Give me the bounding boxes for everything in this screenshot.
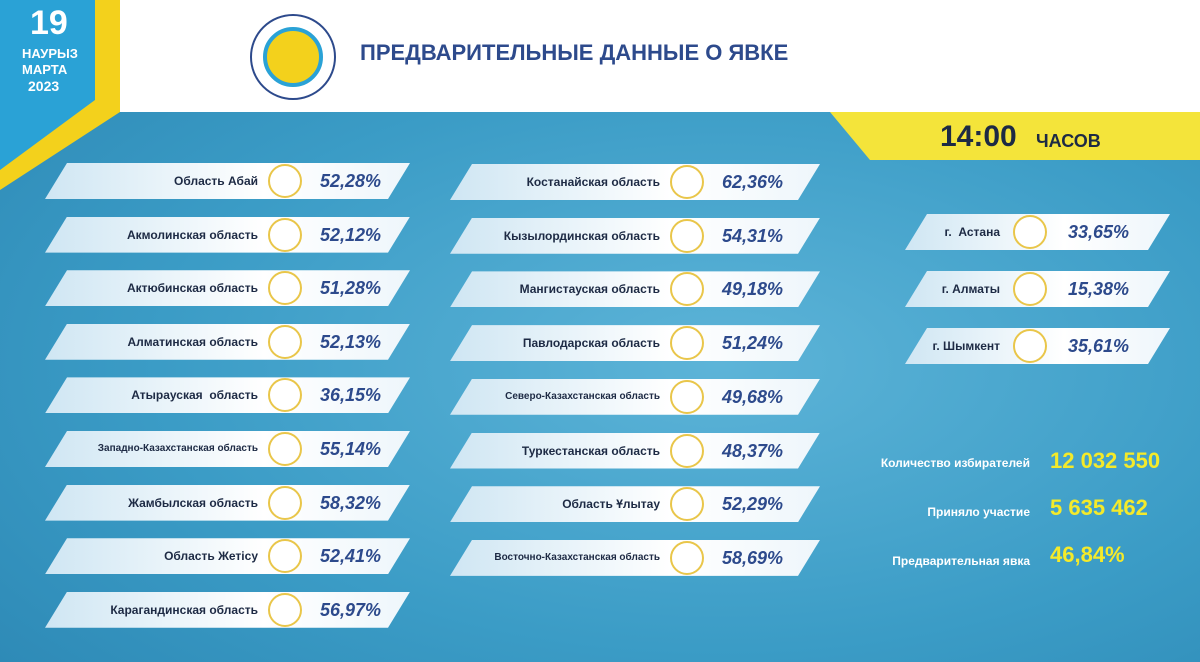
- region-name: г. Алматы: [941, 282, 1000, 296]
- title: ПРЕДВАРИТЕЛЬНЫЕ ДАННЫЕ О ЯВКЕ: [360, 40, 789, 65]
- region-name: Туркестанская область: [521, 443, 660, 458]
- total-value: 46,84%: [1050, 542, 1125, 567]
- emblem: [250, 14, 336, 100]
- region-name: Атырауская область: [131, 388, 258, 403]
- region-value: 36,15%: [320, 385, 382, 406]
- region-bar: [450, 218, 820, 254]
- region-value: 35,61%: [1068, 336, 1130, 356]
- region-logo: [670, 379, 704, 414]
- region-logo: [268, 485, 302, 520]
- region-name: Область Абай: [174, 174, 258, 188]
- region-name: Область Жетісу: [164, 549, 258, 564]
- region-value: 49,18%: [722, 279, 784, 300]
- region-value: 62,36%: [722, 172, 784, 192]
- region-name: Алматинская область: [127, 334, 258, 349]
- region-value: 58,69%: [722, 547, 784, 568]
- region-value: 52,28%: [320, 171, 382, 191]
- region-logo: [670, 272, 704, 307]
- date-word: МАРТА: [22, 62, 68, 77]
- region-value: 58,32%: [320, 492, 382, 513]
- region-value: 15,38%: [1068, 279, 1130, 299]
- region-bar: [45, 485, 410, 521]
- region-value: 54,31%: [722, 225, 784, 246]
- region-name: Карагандинская область: [110, 602, 258, 617]
- region-logo: [268, 539, 302, 574]
- region-bar: [45, 377, 410, 413]
- date-year: 2023: [28, 78, 60, 94]
- region-value: 52,12%: [320, 224, 382, 245]
- region-logo: [1013, 215, 1047, 249]
- region-logo: [670, 326, 704, 361]
- region-name: Костанайская область: [526, 175, 660, 189]
- region-value: 52,13%: [320, 331, 382, 352]
- region-value: 48,37%: [722, 440, 784, 461]
- region-logo: [670, 433, 704, 468]
- region-bar: [45, 163, 410, 199]
- region-logo: [268, 324, 302, 359]
- region-name: Актюбинская область: [126, 281, 258, 296]
- region-logo: [670, 165, 704, 199]
- region-value: 51,24%: [722, 333, 784, 354]
- total-value: 5 635 462: [1050, 495, 1148, 520]
- region-name: Кызылординская область: [503, 228, 660, 243]
- total-value: 12 032 550: [1050, 448, 1161, 473]
- corner-decor: [0, 0, 120, 190]
- region-value: 33,65%: [1068, 222, 1130, 242]
- region-logo: [268, 592, 302, 627]
- region-bar: [45, 270, 410, 306]
- region-name: Восточно-Казахстанская область: [494, 551, 660, 563]
- region-value: 49,68%: [722, 386, 784, 407]
- header-band: [0, 0, 1200, 112]
- region-name: Область Ұлытау: [562, 497, 660, 512]
- region-value: 55,14%: [320, 439, 382, 459]
- region-bar: [45, 324, 410, 360]
- region-value: 52,41%: [320, 546, 382, 567]
- date-word: НАУРЫЗ: [22, 46, 78, 61]
- region-name: г. Шымкент: [932, 339, 1000, 353]
- region-name: Жамбылская область: [128, 495, 258, 510]
- region-bar: [450, 325, 820, 361]
- time-unit: ЧАСОВ: [1036, 131, 1101, 151]
- region-name: Мангистауская область: [519, 282, 660, 297]
- region-name: г. Астана: [944, 225, 1000, 239]
- region-name: Северо-Казахстанская область: [505, 390, 660, 402]
- region-bar: [45, 217, 410, 253]
- region-logo: [268, 271, 302, 306]
- region-bar: [450, 379, 820, 415]
- region-logo: [268, 164, 302, 198]
- region-name: Павлодарская область: [522, 336, 660, 351]
- time-hour: 14:00: [940, 120, 1017, 153]
- total-label: Количество избирателей: [880, 456, 1030, 470]
- total-label: Предварительная явка: [892, 554, 1030, 568]
- region-value: 51,28%: [320, 278, 382, 299]
- region-logo: [268, 432, 302, 466]
- date-day: 19: [30, 4, 68, 42]
- region-bar: [45, 538, 410, 574]
- region-logo: [670, 487, 704, 522]
- region-logo: [268, 378, 302, 413]
- region-logo: [1013, 272, 1047, 306]
- time-banner: [830, 112, 1200, 160]
- region-name: Западно-Казахстанская область: [97, 443, 258, 454]
- region-value: 56,97%: [320, 599, 382, 620]
- region-logo: [268, 217, 302, 252]
- region-bar: [450, 433, 820, 469]
- region-bar: [45, 592, 410, 628]
- region-logo: [1013, 329, 1047, 363]
- region-logo: [670, 540, 704, 575]
- total-label: Приняло участие: [927, 505, 1030, 519]
- region-bar: [450, 486, 820, 522]
- region-bar: [450, 540, 820, 576]
- region-value: 52,29%: [722, 494, 784, 515]
- region-name: Акмолинская область: [126, 227, 258, 242]
- region-logo: [670, 218, 704, 253]
- region-bar: [450, 271, 820, 307]
- region-bar: [450, 164, 820, 200]
- region-bar: [45, 431, 410, 467]
